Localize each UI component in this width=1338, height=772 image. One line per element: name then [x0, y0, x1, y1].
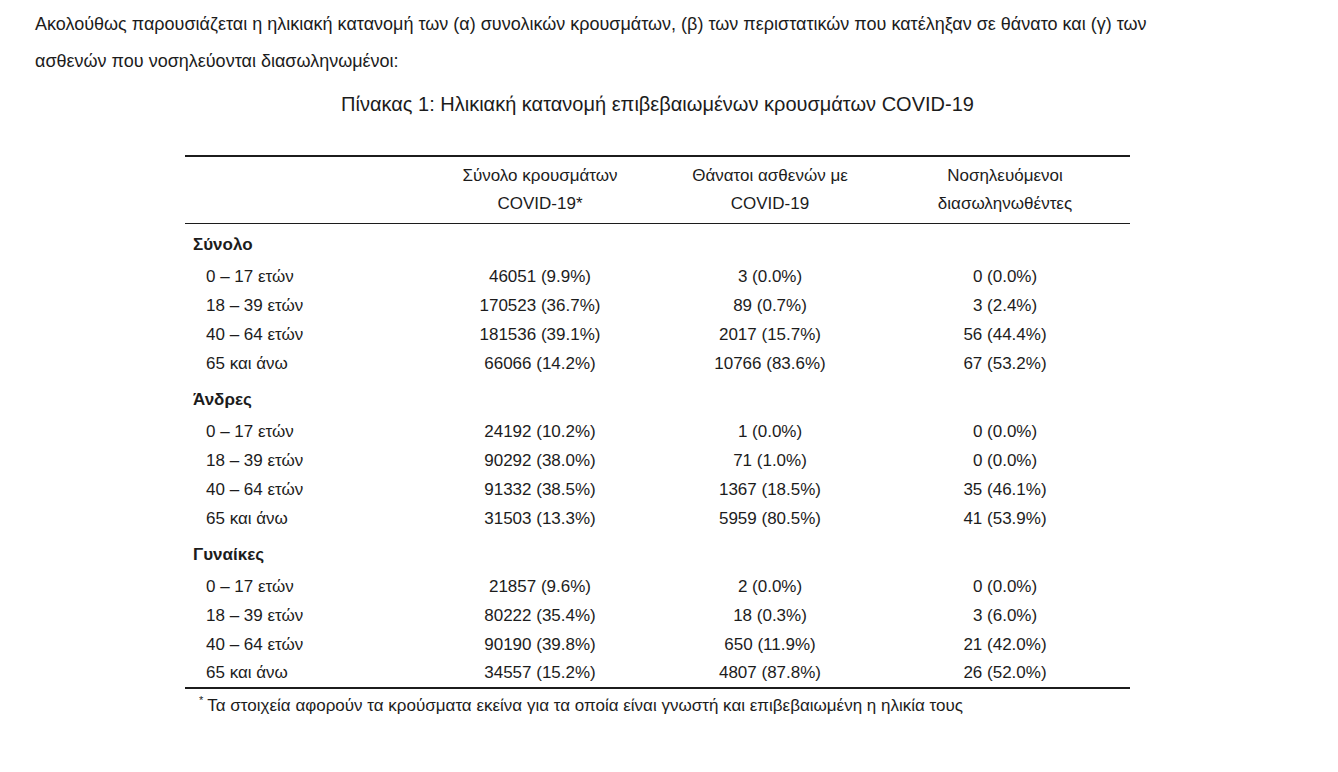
table-row: 40 – 64 ετών91332 (38.5%)1367 (18.5%)35 … — [185, 475, 1130, 504]
cases-cell: 90190 (39.8%) — [420, 630, 660, 659]
intubated-cell: 3 (6.0%) — [880, 601, 1130, 630]
age-cell: 65 και άνω — [185, 659, 420, 688]
column-header-deaths: Θάνατοι ασθενών με COVID-19 — [660, 156, 880, 223]
table-row: 65 και άνω31503 (13.3%)5959 (80.5%)41 (5… — [185, 504, 1130, 533]
column-header-intubated-line1: Νοσηλευόμενοι — [880, 162, 1130, 190]
column-header-empty — [185, 156, 420, 223]
intro-paragraph: Ακολούθως παρουσιάζεται η ηλικιακή καταν… — [35, 6, 1147, 80]
cases-cell: 34557 (15.2%) — [420, 659, 660, 688]
cases-cell: 46051 (9.9%) — [420, 262, 660, 291]
cases-cell: 21857 (9.6%) — [420, 572, 660, 601]
intro-line-2: ασθενών που νοσηλεύονται διασωληνωμένοι: — [35, 43, 1147, 80]
intubated-cell: 3 (2.4%) — [880, 291, 1130, 320]
table-title: Πίνακας 1: Ηλικιακή κατανομή επιβεβαιωμέ… — [185, 93, 1130, 116]
column-header-deaths-line1: Θάνατοι ασθενών με — [660, 162, 880, 190]
cases-cell: 24192 (10.2%) — [420, 417, 660, 446]
deaths-cell: 89 (0.7%) — [660, 291, 880, 320]
cases-cell: 31503 (13.3%) — [420, 504, 660, 533]
age-cell: 0 – 17 ετών — [185, 417, 420, 446]
deaths-cell: 71 (1.0%) — [660, 446, 880, 475]
intubated-cell: 41 (53.9%) — [880, 504, 1130, 533]
deaths-cell: 10766 (83.6%) — [660, 349, 880, 378]
cases-cell: 91332 (38.5%) — [420, 475, 660, 504]
column-header-deaths-line2: COVID-19 — [660, 190, 880, 218]
column-header-cases-line2: COVID-19* — [420, 190, 660, 218]
table-row: 18 – 39 ετών90292 (38.0%)71 (1.0%)0 (0.0… — [185, 446, 1130, 475]
table-row: 65 και άνω66066 (14.2%)10766 (83.6%)67 (… — [185, 349, 1130, 378]
intubated-cell: 67 (53.2%) — [880, 349, 1130, 378]
age-cell: 40 – 64 ετών — [185, 475, 420, 504]
age-cell: 0 – 17 ετών — [185, 262, 420, 291]
age-cell: 18 – 39 ετών — [185, 291, 420, 320]
section-label: Σύνολο — [185, 223, 1130, 262]
column-header-cases-line1: Σύνολο κρουσμάτων — [420, 162, 660, 190]
table-row: 0 – 17 ετών46051 (9.9%)3 (0.0%)0 (0.0%) — [185, 262, 1130, 291]
table-row: 40 – 64 ετών90190 (39.8%)650 (11.9%)21 (… — [185, 630, 1130, 659]
intubated-cell: 26 (52.0%) — [880, 659, 1130, 688]
covid-age-table: Σύνολο κρουσμάτων COVID-19* Θάνατοι ασθε… — [185, 155, 1130, 689]
deaths-cell: 1367 (18.5%) — [660, 475, 880, 504]
cases-cell: 170523 (36.7%) — [420, 291, 660, 320]
column-header-intubated-line2: διασωληνωθέντες — [880, 190, 1130, 218]
cases-cell: 80222 (35.4%) — [420, 601, 660, 630]
intubated-cell: 0 (0.0%) — [880, 417, 1130, 446]
age-cell: 0 – 17 ετών — [185, 572, 420, 601]
table-header: Σύνολο κρουσμάτων COVID-19* Θάνατοι ασθε… — [185, 156, 1130, 223]
intubated-cell: 0 (0.0%) — [880, 446, 1130, 475]
deaths-cell: 5959 (80.5%) — [660, 504, 880, 533]
footnote-text: Τα στοιχεία αφορούν τα κρούσματα εκείνα … — [207, 696, 963, 715]
intubated-cell: 0 (0.0%) — [880, 262, 1130, 291]
table-body: Σύνολο0 – 17 ετών46051 (9.9%)3 (0.0%)0 (… — [185, 223, 1130, 688]
table-row: 18 – 39 ετών170523 (36.7%)89 (0.7%)3 (2.… — [185, 291, 1130, 320]
table-container: Σύνολο κρουσμάτων COVID-19* Θάνατοι ασθε… — [185, 155, 1130, 716]
column-header-cases: Σύνολο κρουσμάτων COVID-19* — [420, 156, 660, 223]
table-footnote: * Τα στοιχεία αφορούν τα κρούσματα εκείνα… — [185, 694, 1130, 716]
cases-cell: 90292 (38.0%) — [420, 446, 660, 475]
intro-line-1: Ακολούθως παρουσιάζεται η ηλικιακή καταν… — [35, 6, 1147, 43]
intubated-cell: 21 (42.0%) — [880, 630, 1130, 659]
section-label: Άνδρες — [185, 378, 1130, 417]
table-row: 40 – 64 ετών181536 (39.1%)2017 (15.7%)56… — [185, 320, 1130, 349]
deaths-cell: 1 (0.0%) — [660, 417, 880, 446]
cases-cell: 181536 (39.1%) — [420, 320, 660, 349]
table-row: 0 – 17 ετών21857 (9.6%)2 (0.0%)0 (0.0%) — [185, 572, 1130, 601]
intubated-cell: 35 (46.1%) — [880, 475, 1130, 504]
report-page: Ακολούθως παρουσιάζεται η ηλικιακή καταν… — [0, 0, 1338, 772]
footnote-marker: * — [199, 694, 203, 706]
deaths-cell: 4807 (87.8%) — [660, 659, 880, 688]
section-row: Άνδρες — [185, 378, 1130, 417]
table-row: 18 – 39 ετών80222 (35.4%)18 (0.3%)3 (6.0… — [185, 601, 1130, 630]
intubated-cell: 56 (44.4%) — [880, 320, 1130, 349]
deaths-cell: 2 (0.0%) — [660, 572, 880, 601]
deaths-cell: 18 (0.3%) — [660, 601, 880, 630]
age-cell: 65 και άνω — [185, 349, 420, 378]
section-label: Γυναίκες — [185, 533, 1130, 572]
deaths-cell: 3 (0.0%) — [660, 262, 880, 291]
age-cell: 18 – 39 ετών — [185, 446, 420, 475]
intubated-cell: 0 (0.0%) — [880, 572, 1130, 601]
section-row: Σύνολο — [185, 223, 1130, 262]
section-row: Γυναίκες — [185, 533, 1130, 572]
table-row: 0 – 17 ετών24192 (10.2%)1 (0.0%)0 (0.0%) — [185, 417, 1130, 446]
age-cell: 65 και άνω — [185, 504, 420, 533]
cases-cell: 66066 (14.2%) — [420, 349, 660, 378]
deaths-cell: 2017 (15.7%) — [660, 320, 880, 349]
table-row: 65 και άνω34557 (15.2%)4807 (87.8%)26 (5… — [185, 659, 1130, 688]
column-header-intubated: Νοσηλευόμενοι διασωληνωθέντες — [880, 156, 1130, 223]
deaths-cell: 650 (11.9%) — [660, 630, 880, 659]
age-cell: 40 – 64 ετών — [185, 630, 420, 659]
age-cell: 40 – 64 ετών — [185, 320, 420, 349]
age-cell: 18 – 39 ετών — [185, 601, 420, 630]
